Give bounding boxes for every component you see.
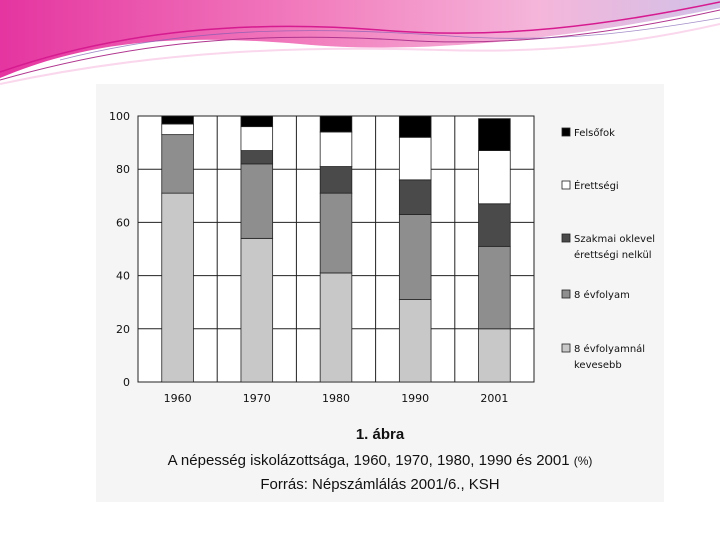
- bar-segment: [240, 115, 274, 128]
- figure-number: 1. ábra: [355, 426, 405, 443]
- x-tick-label: 1990: [401, 392, 429, 405]
- legend-swatch: [561, 343, 571, 353]
- bar-segment: [478, 150, 511, 205]
- bar-segment: [319, 131, 353, 167]
- bar-segment: [478, 118, 511, 151]
- x-tick-label: 1980: [322, 392, 350, 405]
- figure-title-unit: (%): [573, 454, 593, 468]
- bar-segment: [398, 179, 432, 215]
- bar-segment: [319, 192, 353, 274]
- figure-source: Forrás: Népszámlálás 2001/6., KSH: [260, 476, 500, 493]
- legend-swatch: [561, 289, 571, 299]
- bar-segment: [478, 328, 511, 383]
- slide-banner: [0, 0, 720, 85]
- bar-segment: [161, 123, 194, 136]
- y-tick-label: 60: [116, 216, 130, 229]
- stacked-bar-chart: 0 20 40 60 80 100 1960 1970 1980 1990 2001 Felsőfo…: [109, 110, 655, 405]
- chart-panel: 0 20 40 60 80 100 1960 1970 1980 1990 2001 Felsőfo…: [96, 84, 664, 502]
- bar-segment: [398, 136, 432, 181]
- y-tick-label: 20: [116, 323, 130, 336]
- bar-segment: [478, 245, 511, 330]
- legend-label: érettségi nelkül: [574, 249, 652, 261]
- legend-swatch: [561, 180, 571, 190]
- legend-label: Szakmai oklevel: [574, 234, 655, 245]
- x-tick-label: 2001: [480, 392, 508, 405]
- legend-label: Felsőfok: [574, 127, 615, 139]
- legend-swatch: [561, 127, 571, 137]
- bar-segment: [319, 272, 353, 383]
- bar-segment: [161, 134, 194, 194]
- legend-label: Érettségi: [574, 179, 619, 192]
- bar-segment: [240, 150, 274, 165]
- figure-title: A népesség iskolázottsága, 1960, 1970, 1…: [96, 452, 664, 469]
- bar-segment: [240, 126, 274, 151]
- y-tick-label: 40: [116, 270, 130, 283]
- bar-segment: [398, 299, 432, 383]
- bar-segment: [398, 115, 432, 138]
- legend-label: 8 évfolyam: [574, 289, 630, 301]
- x-tick-label: 1960: [164, 392, 192, 405]
- legend-label: kevesebb: [574, 360, 622, 371]
- bar-segment: [240, 163, 274, 239]
- bar-segment: [478, 203, 511, 247]
- figure-title-text: A népesség iskolázottsága, 1960, 1970, 1…: [167, 452, 570, 469]
- bar-segment: [240, 237, 274, 383]
- bar-segment: [161, 192, 194, 383]
- legend-swatch: [561, 233, 571, 243]
- bar-segment: [161, 115, 194, 125]
- legend-label: 8 évfolyamnál: [574, 343, 645, 355]
- bar-segment: [319, 166, 353, 194]
- x-tick-label: 1970: [243, 392, 271, 405]
- y-tick-label: 100: [109, 110, 130, 123]
- bar-segment: [319, 115, 353, 133]
- y-tick-label: 0: [123, 376, 130, 389]
- y-tick-label: 80: [116, 163, 130, 176]
- bar-segment: [398, 214, 432, 300]
